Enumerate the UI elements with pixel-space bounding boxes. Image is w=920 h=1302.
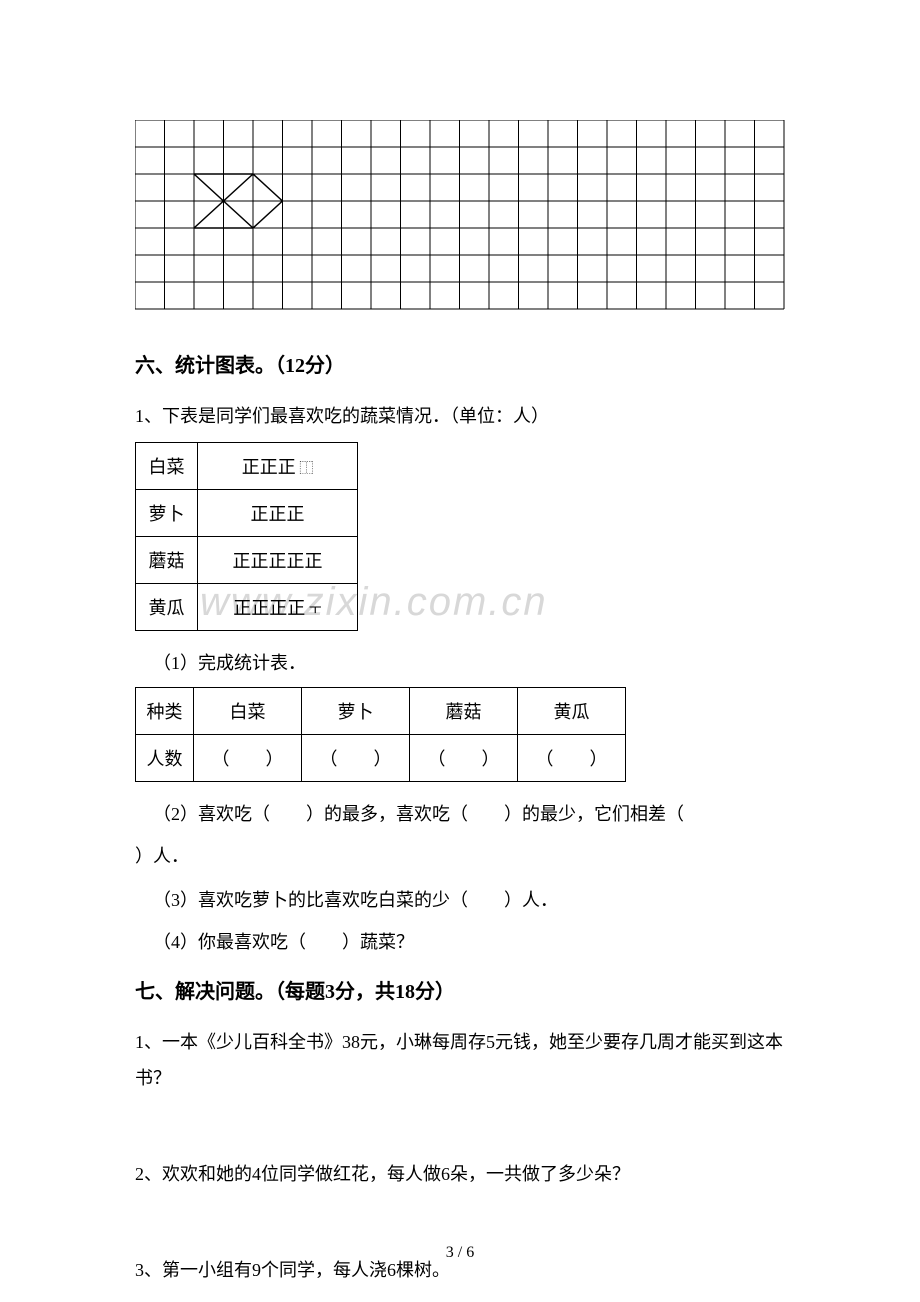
veg-cell: 萝卜 [136,490,198,537]
tally-table: 白菜正正正 ⿰萝卜正正正蘑菇正正正正正黄瓜正正正正 ㅜ [135,442,358,631]
veg-header: 黄瓜 [518,688,626,735]
s7-q1: 1、一本《少儿百科全书》38元，小琳每周存5元钱，她至少要存几周才能买到这本书？ [135,1024,785,1096]
section-7-heading: 七、解决问题。（每题3分，共18分） [135,976,785,1008]
p4-text: （4）你最喜欢吃（ ）蔬菜？ [135,924,785,960]
veg-cell: 黄瓜 [136,584,198,631]
p2b-text: ）人． [135,838,785,874]
tally-marks-cell: 正正正 ⿰ [198,443,358,490]
veg-header: 蘑菇 [410,688,518,735]
row-label: 人数 [136,735,194,782]
grid-drawing-area [135,120,785,310]
grid-svg [135,120,785,310]
blank-cell: （ ） [518,735,626,782]
table-row: 种类白菜萝卜蘑菇黄瓜 [136,688,626,735]
veg-cell: 白菜 [136,443,198,490]
tally-marks-cell: 正正正正正 [198,537,358,584]
table-row: 蘑菇正正正正正 [136,537,358,584]
stats-table: 种类白菜萝卜蘑菇黄瓜人数（ ）（ ）（ ）（ ） [135,687,626,782]
p3-text: （3）喜欢吃萝卜的比喜欢吃白菜的少（ ）人． [135,882,785,918]
blank-cell: （ ） [302,735,410,782]
q1-intro: 1、下表是同学们最喜欢吃的蔬菜情况．（单位：人） [135,398,785,434]
blank-cell: （ ） [410,735,518,782]
veg-header: 白菜 [194,688,302,735]
veg-cell: 蘑菇 [136,537,198,584]
veg-header: 萝卜 [302,688,410,735]
tally-marks-cell: 正正正正 ㅜ [198,584,358,631]
blank-cell: （ ） [194,735,302,782]
section-6-heading: 六、统计图表。（12分） [135,350,785,382]
tally-marks-cell: 正正正 [198,490,358,537]
s7-q2: 2、欢欢和她的4位同学做红花，每人做6朵，一共做了多少朵？ [135,1156,785,1192]
table-row: 萝卜正正正 [136,490,358,537]
p2a-text: （2）喜欢吃（ ）的最多，喜欢吃（ ）的最少，它们相差（ [135,796,785,832]
table-row: 人数（ ）（ ）（ ）（ ） [136,735,626,782]
table-row: 白菜正正正 ⿰ [136,443,358,490]
p1-text: （1）完成统计表． [135,645,785,681]
kind-header: 种类 [136,688,194,735]
table-row: 黄瓜正正正正 ㅜ [136,584,358,631]
s7-q3: 3、第一小组有9个同学，每人浇6棵树。 [135,1252,785,1288]
